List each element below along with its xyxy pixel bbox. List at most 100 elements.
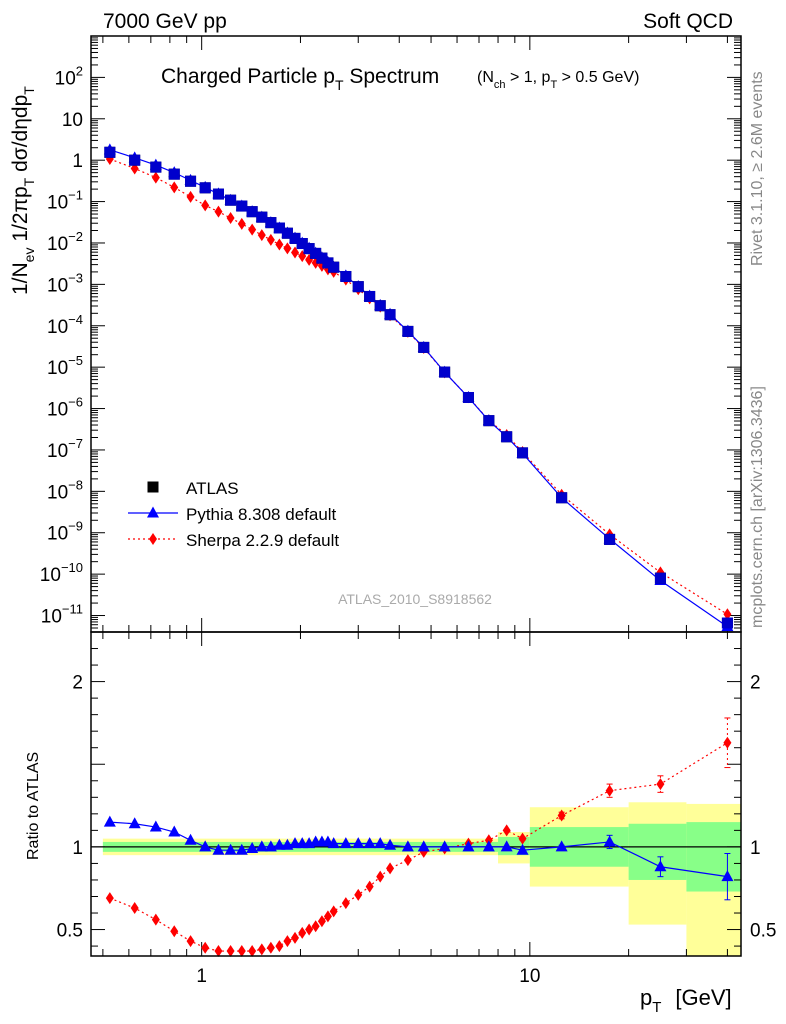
main-series-line [109, 149, 728, 628]
main-point-overlay [721, 617, 733, 629]
ratio-y-tick-label: 2 [72, 673, 83, 694]
ratio-point [264, 840, 277, 852]
ratio-point [224, 843, 237, 855]
ratio-point [354, 888, 363, 901]
ratio-point [500, 840, 513, 852]
tick-exponent: −6 [68, 395, 83, 410]
ratio-point [365, 880, 374, 893]
main-y-tick-label: 10−7 [47, 436, 83, 462]
main-point-overlay [462, 391, 474, 403]
ratio-point [257, 943, 266, 956]
main-point-overlay [556, 492, 568, 504]
tick-exponent: −2 [68, 229, 83, 244]
main-point-overlay [281, 227, 293, 239]
main-point-overlay [265, 217, 277, 229]
tick-exponent: −9 [68, 519, 83, 534]
ratio-point [168, 825, 181, 837]
cut-sub2: T [550, 79, 557, 91]
main-y-tick-label: 10−11 [41, 602, 83, 628]
tick-exponent: −7 [68, 436, 83, 451]
ylabel-p0: 1/N [9, 262, 32, 295]
ratio-point [363, 837, 376, 849]
ratio-point [654, 860, 667, 872]
main-y-tick-label: 10−10 [40, 560, 83, 586]
main-y-tick-label: 10 [62, 110, 83, 131]
main-axis-ticks: 10−1110−1010−910−810−710−610−510−410−310… [40, 35, 741, 633]
main-panel: 10−1110−1010−910−810−710−610−510−410−310… [40, 35, 742, 633]
xlabel: pT [GeV] [640, 985, 732, 1016]
tick-base: 10 [47, 193, 68, 214]
main-y-tick-label: 1 [72, 151, 83, 172]
main-point [237, 217, 246, 230]
tick-exponent: −10 [61, 560, 83, 575]
main-point-overlay [104, 146, 116, 158]
ratio-point [376, 870, 385, 883]
tick-base: 10 [47, 400, 68, 421]
cut-mid: > 1, p [506, 69, 551, 86]
legend-marker [147, 481, 159, 493]
ratio-point [327, 837, 340, 849]
ratio-point [438, 840, 451, 852]
ratio-point [484, 834, 493, 847]
ratio-point [283, 935, 292, 948]
ratio-point [311, 920, 320, 933]
main-series [103, 143, 734, 632]
legend-label: Pythia 8.308 default [186, 505, 337, 524]
tick-base: 10 [47, 524, 68, 545]
xlabel-unit: [GeV] [675, 985, 731, 1010]
main-point-overlay [483, 415, 495, 427]
ratio-ylabel: Ratio to ATLAS [25, 752, 42, 860]
ratio-point [329, 905, 338, 918]
ratio-point [235, 843, 248, 855]
ratio-point [103, 815, 116, 827]
main-point [186, 190, 195, 203]
ratio-frame [90, 631, 742, 957]
ratio-point [482, 840, 495, 852]
main-point [214, 205, 223, 218]
tick-exponent: −11 [62, 602, 83, 617]
ratio-y-tick-label-right: 2 [750, 673, 761, 694]
legend-marker [149, 533, 157, 545]
main-y-tick-label: 10−6 [47, 395, 83, 421]
ratio-point [516, 843, 529, 855]
ratio-point [275, 940, 284, 953]
ratio-bands [91, 802, 741, 956]
main-point [257, 229, 266, 242]
main-point-overlay [225, 194, 237, 206]
ratio-point [386, 862, 395, 875]
ratio-point [201, 941, 210, 954]
main-point-overlay [501, 431, 513, 443]
tick-base: 10 [47, 441, 68, 462]
ratio-point [266, 941, 275, 954]
ratio-series [103, 717, 734, 958]
main-y-tick-label: 10−4 [47, 312, 83, 338]
main-point-overlay [129, 154, 141, 166]
ratio-point [298, 926, 307, 939]
ratio-y-tick-label: 0.5 [57, 921, 83, 942]
ratio-point [462, 840, 475, 852]
main-point-overlay [418, 341, 430, 353]
tick-base: 1 [72, 151, 83, 172]
tick-exponent: −4 [68, 312, 83, 327]
ratio-point [130, 902, 139, 915]
ratio-point [557, 809, 566, 822]
main-point-overlay [212, 188, 224, 200]
tick-base: 10 [47, 482, 68, 503]
main-point-overlay [322, 257, 334, 269]
main-point [291, 246, 300, 259]
ratio-point [255, 840, 268, 852]
tick-base: 10 [47, 234, 68, 255]
tick-exponent: −1 [68, 188, 83, 203]
ratio-y-tick-label-right: 1 [750, 838, 761, 859]
ratio-y-tick-label-right: 0.5 [750, 921, 776, 942]
tick-base: 10 [55, 68, 76, 89]
ratio-point [273, 838, 286, 850]
ratio-point [502, 824, 511, 837]
mcplots-label: mcplots.cern.ch [arXiv:1306.3436] [749, 386, 766, 628]
ratio-point [214, 945, 223, 958]
ratio-point [248, 945, 257, 958]
legend-label: Sherpa 2.2.9 default [186, 531, 339, 550]
ratio-point [341, 897, 350, 910]
title-main: Charged Particle p [161, 65, 335, 88]
ratio-point [226, 945, 235, 958]
